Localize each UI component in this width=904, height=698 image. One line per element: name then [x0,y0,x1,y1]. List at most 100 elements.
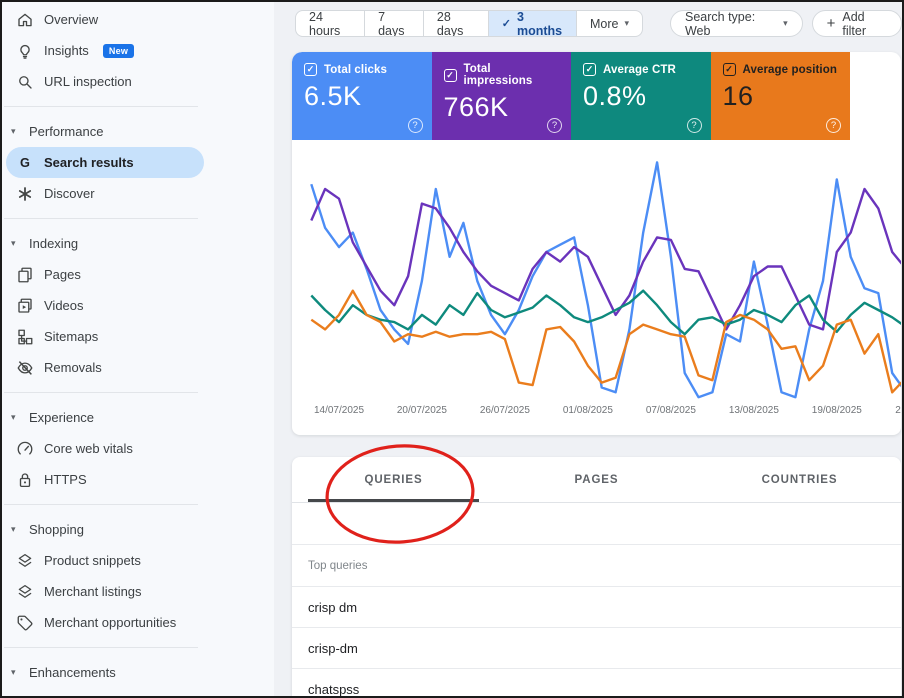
sidebar-section-shopping[interactable]: ▾ Shopping [2,514,274,545]
metric-card-total-impressions[interactable]: ✓ Total impressions 766K? [431,52,571,140]
table-body: crisp dm crisp-dm chatspss [292,587,901,697]
sidebar-item-videos[interactable]: Videos [2,290,200,321]
date-range-7-days[interactable]: 7 days [364,11,423,36]
metric-label-row: ✓ Total clicks [304,63,420,76]
table-header-row: Top queries [292,545,901,587]
help-icon[interactable]: ? [686,118,702,133]
svg-text:G: G [20,155,30,170]
chevron-down-icon: ▾ [11,524,16,534]
checked-checkbox-icon[interactable]: ✓ [583,63,596,76]
search-type-filter-button[interactable]: Search type: Web ▾ [669,10,803,38]
date-range-label: 28 days [436,10,464,37]
chart-line-impressions [310,187,901,331]
sidebar-item-url-inspection[interactable]: URL inspection [2,66,200,97]
sidebar-item-search-results[interactable]: G Search results [6,147,204,178]
sidebar-item-breadcrumbs[interactable]: Breadcrumbs [2,688,200,696]
layers-icon [16,552,34,570]
check-icon: ✓ [501,18,511,30]
sidebar: Overview Insights New URL inspection ▾ Perfor… [2,2,274,696]
sidebar-item-pages[interactable]: Pages [2,259,200,290]
core-web-vitals-icon [16,440,34,458]
performance-line-chart[interactable]: 14/07/2025 20/07/2025 26/07/2025 01/08/2025… [292,140,901,435]
sidebar-section-performance[interactable]: ▾ Performance [2,116,274,147]
chart-line-clicks [310,161,901,399]
checked-checkbox-icon[interactable]: ✓ [722,63,736,76]
metric-label: Total impressions [463,63,533,87]
sidebar-divider [4,504,198,505]
checked-checkbox-icon[interactable]: ✓ [304,63,317,76]
sidebar-item-overview[interactable]: Overview [2,4,200,35]
sidebar-item-label: Core web vitals [44,441,133,456]
sidebar-section-label: Indexing [29,236,79,251]
date-range-label: More [589,16,619,31]
metric-card-average-ctr[interactable]: ✓ Average CTR 0.8%? [571,52,711,140]
metric-value: 0.8% [583,81,647,111]
sidebar-item-product-snippets[interactable]: Product snippets [2,545,200,576]
x-axis-tick-label: 01/08/2025 [563,405,613,416]
date-range-24-hours[interactable]: 24 hours [296,11,364,36]
sitemaps-icon [16,328,34,346]
sidebar-item-core-web-vitals[interactable]: Core web vitals [2,433,200,464]
table-toolbar-row [292,503,901,545]
sidebar-item-label: Product snippets [44,553,141,568]
performance-chart-card: ✓ Total clicks 6.5K? ✓ Total impressions 766K… [292,52,901,435]
x-axis-tick-label: 20/07/2025 [397,405,447,416]
sidebar-divider [4,218,198,219]
sidebar-item-merchant-opportunities[interactable]: Merchant opportunities [2,607,200,638]
date-range-segmented-control: 24 hours 7 days 28 days ✓ 3 months More ▾ [295,10,643,37]
sidebar-divider [4,647,198,648]
date-range-more[interactable]: More ▾ [575,11,642,36]
sidebar-item-insights[interactable]: Insights New [2,35,200,66]
date-range-label: 7 days [378,10,405,37]
table-header-label: Top queries [308,559,368,572]
metric-value: 6.5K [304,81,362,111]
metric-label-row: ✓ Average position [722,63,839,76]
sidebar-section-indexing[interactable]: ▾ Indexing [2,228,274,259]
tab-label: PAGES [574,473,619,486]
sidebar-item-discover[interactable]: Discover [2,178,200,209]
sidebar-item-merchant-listings[interactable]: Merchant listings [2,576,200,607]
tab-countries[interactable]: COUNTRIES [698,457,901,502]
date-range-3-months[interactable]: ✓ 3 months [487,11,576,36]
new-badge: New [102,43,135,58]
tab-queries[interactable]: QUERIES [292,457,495,502]
sidebar-item-https[interactable]: HTTPS [2,464,200,495]
table-row[interactable]: crisp dm [292,587,901,628]
x-axis-tick-label: 26/07/2025 [480,405,530,416]
sidebar-item-removals[interactable]: Removals [2,352,200,383]
sidebar-item-label: Pages [44,267,81,282]
query-cell: chatspss [308,681,360,697]
sidebar-section-enhancements[interactable]: ▾ Enhancements [2,657,274,688]
pages-icon [16,266,34,284]
help-icon[interactable]: ? [547,118,562,133]
x-axis-tick-label: 14/07/2025 [314,405,364,416]
metric-label-row: ✓ Total impressions [443,63,560,87]
checked-checkbox-icon[interactable]: ✓ [443,68,457,82]
sidebar-section-label: Enhancements [29,665,116,680]
home-icon [16,11,34,29]
metric-card-average-position[interactable]: ✓ Average position 16? [710,52,850,140]
plus-icon: + [826,15,836,32]
tab-pages[interactable]: PAGES [495,457,698,502]
metric-label-row: ✓ Average CTR [583,63,699,76]
chart-line-ctr [310,289,901,336]
tag-icon [16,614,34,632]
sidebar-divider [4,106,198,107]
lightbulb-icon [16,42,34,60]
add-filter-button[interactable]: + Add filter [811,10,902,38]
sidebar-section-label: Shopping [29,522,84,537]
table-row[interactable]: crisp-dm [292,628,901,669]
metric-card-total-clicks[interactable]: ✓ Total clicks 6.5K? [292,52,432,140]
dimensions-table-card: QUERIES PAGES COUNTRIES Top queries crisp … [292,457,901,697]
metric-label: Average position [742,63,837,76]
metric-label: Total clicks [324,63,387,76]
date-range-28-days[interactable]: 28 days [422,10,488,37]
table-row[interactable]: chatspss [292,669,901,697]
help-icon[interactable]: ? [407,118,423,133]
sidebar-section-experience[interactable]: ▾ Experience [2,402,274,433]
removals-icon [16,359,34,377]
help-icon[interactable]: ? [826,118,841,133]
tab-label: QUERIES [364,473,423,486]
sidebar-item-sitemaps[interactable]: Sitemaps [2,321,200,352]
